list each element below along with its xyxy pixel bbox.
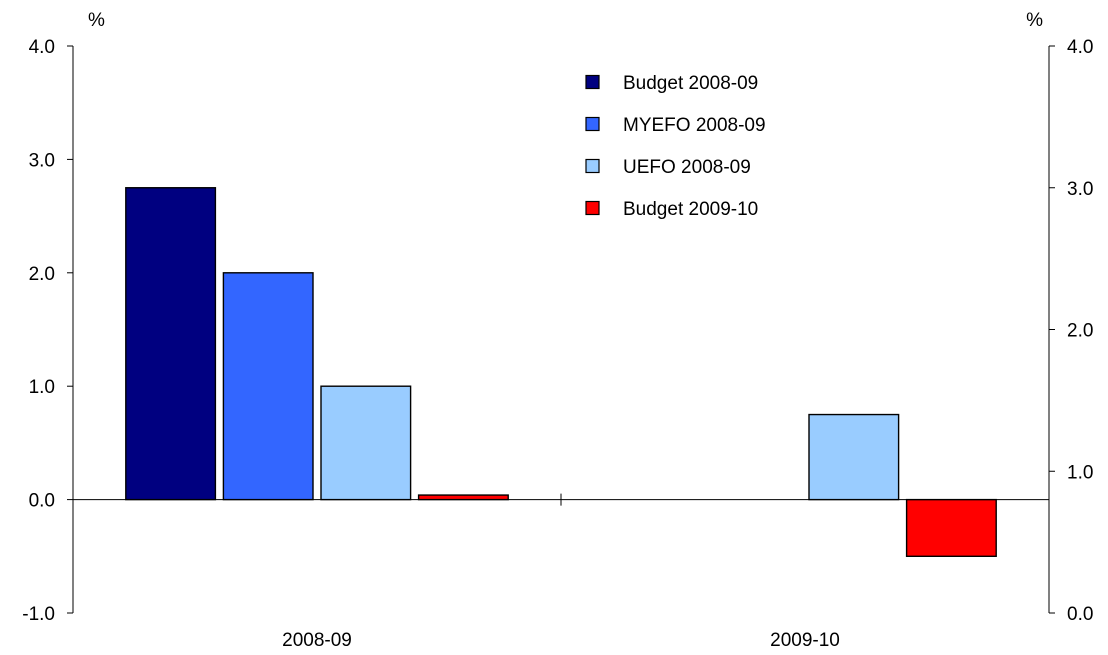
legend-label: Budget 2009-10 bbox=[623, 199, 758, 220]
left-tick-label: 4.0 bbox=[29, 37, 55, 58]
right-axis: % 4.0 3.0 2.0 1.0 0.0 bbox=[1026, 10, 1093, 625]
legend-label: MYEFO 2008-09 bbox=[623, 115, 766, 136]
left-axis: % 4.0 3.0 2.0 1.0 0.0 -1.0 bbox=[22, 10, 105, 625]
bar bbox=[222, 272, 314, 501]
x-tick-label: 2009-10 bbox=[770, 630, 840, 651]
left-axis-ticks: 4.0 3.0 2.0 1.0 0.0 -1.0 bbox=[22, 37, 73, 625]
x-axis: 2008-09 2009-10 bbox=[73, 493, 1049, 651]
legend-label: Budget 2008-09 bbox=[623, 73, 758, 94]
legend-swatch bbox=[585, 74, 600, 90]
bar bbox=[905, 498, 997, 558]
legend: Budget 2008-09 MYEFO 2008-09 UEFO 2008-09 B… bbox=[585, 73, 766, 220]
bar bbox=[808, 413, 900, 501]
legend-swatch bbox=[585, 158, 600, 174]
right-axis-unit: % bbox=[1026, 10, 1043, 31]
left-tick-label: 2.0 bbox=[29, 264, 55, 285]
bar bbox=[320, 385, 412, 501]
bar bbox=[417, 494, 509, 501]
bar-series bbox=[125, 187, 997, 558]
legend-swatch bbox=[585, 200, 600, 216]
legend-label: UEFO 2008-09 bbox=[623, 157, 751, 178]
legend-swatch bbox=[585, 116, 600, 132]
left-tick-label: 0.0 bbox=[29, 491, 55, 512]
left-tick-label: 1.0 bbox=[29, 377, 55, 398]
bar bbox=[125, 187, 217, 501]
right-tick-label: 3.0 bbox=[1067, 179, 1093, 200]
right-axis-ticks: 4.0 3.0 2.0 1.0 0.0 bbox=[1049, 37, 1093, 625]
right-tick-label: 4.0 bbox=[1067, 37, 1093, 58]
right-tick-label: 2.0 bbox=[1067, 321, 1093, 342]
right-tick-label: 0.0 bbox=[1067, 604, 1093, 625]
left-tick-label: -1.0 bbox=[22, 604, 55, 625]
x-axis-ticks: 2008-09 2009-10 bbox=[282, 493, 840, 651]
right-tick-label: 1.0 bbox=[1067, 462, 1093, 483]
left-tick-label: 3.0 bbox=[29, 150, 55, 171]
x-tick-label: 2008-09 bbox=[282, 630, 352, 651]
left-axis-unit: % bbox=[88, 10, 105, 31]
